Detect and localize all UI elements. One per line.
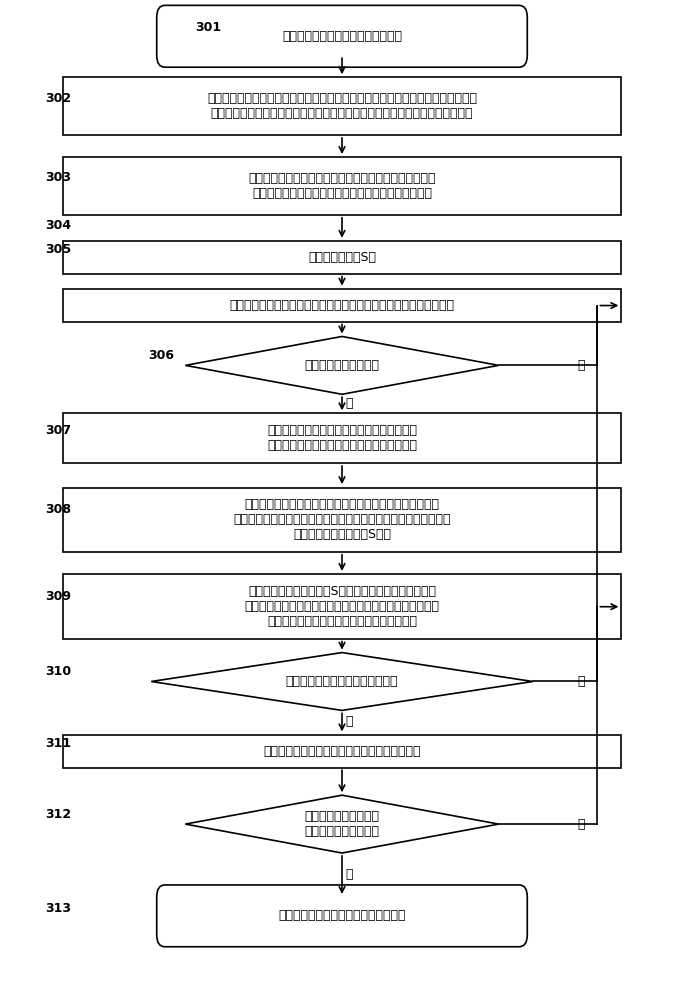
Text: 否: 否: [577, 818, 585, 831]
Text: 301: 301: [196, 21, 222, 34]
Text: 306: 306: [148, 349, 174, 362]
FancyBboxPatch shape: [63, 289, 621, 322]
Text: 初始化二维数组S。: 初始化二维数组S。: [308, 251, 376, 264]
Text: 309: 309: [46, 590, 72, 603]
Text: 输入框或应用程序是否
关闭或转为失活状态。: 输入框或应用程序是否 关闭或转为失活状态。: [304, 810, 380, 838]
Text: 通过增强现实技术将虚拟键盘叠加到真实场景中，对是否
让操作者通过视觉感知到该虚拟键盘的存在不做要求。: 通过增强现实技术将虚拟键盘叠加到真实场景中，对是否 让操作者通过视觉感知到该虚拟…: [248, 172, 436, 200]
Text: 是: 是: [345, 868, 353, 881]
FancyBboxPatch shape: [63, 77, 621, 135]
Text: 根据排序规则和二维数组S来分析出文字组合、命令，并
列出选项供操作者选择确认，对是否结合输入法来分析不做
要求。更新提供给操作者选择输入的候选项。: 根据排序规则和二维数组S来分析出文字组合、命令，并 列出选项供操作者选择确认，对…: [244, 585, 440, 628]
Text: 是: 是: [345, 715, 353, 728]
Text: 根据手指的空间坐标变化识别出操作者意图击
键的那个手指，并获得那根手指的击键位置。: 根据手指的空间坐标变化识别出操作者意图击 键的那个手指，并获得那根手指的击键位置…: [267, 424, 417, 452]
FancyBboxPatch shape: [157, 5, 527, 67]
FancyBboxPatch shape: [63, 574, 621, 639]
Text: 311: 311: [46, 737, 72, 750]
FancyBboxPatch shape: [63, 735, 621, 768]
Text: 侦测模块侦测捕获操作者手势动作，并由分析模块进行识别和分析。: 侦测模块侦测捕获操作者手势动作，并由分析模块进行识别和分析。: [230, 299, 454, 312]
FancyBboxPatch shape: [157, 885, 527, 947]
Text: 是否有模拟击键动作？: 是否有模拟击键动作？: [304, 359, 380, 372]
FancyBboxPatch shape: [63, 488, 621, 552]
Text: 310: 310: [46, 665, 72, 678]
Text: 将确认的输入结果传输给操作系统或应用程序。: 将确认的输入结果传输给操作系统或应用程序。: [263, 745, 421, 758]
Text: 303: 303: [46, 171, 72, 184]
Text: 308: 308: [46, 503, 72, 516]
Text: 分析模块根据侦测模块捕获的定位键盘动作的数据来确定虚拟键盘在真实场景中的
摆放位置和摆放角度，或根据预先设置来确定虚拟键盘的摆放位置和摆放角度。: 分析模块根据侦测模块捕获的定位键盘动作的数据来确定虚拟键盘在真实场景中的 摆放位…: [207, 92, 477, 120]
Text: 312: 312: [46, 808, 72, 821]
Text: 否: 否: [577, 675, 585, 688]
Text: 302: 302: [46, 92, 72, 105]
Polygon shape: [185, 336, 499, 394]
Text: 激活输入框或打开程序，等待输入。: 激活输入框或打开程序，等待输入。: [282, 30, 402, 43]
FancyBboxPatch shape: [63, 413, 621, 463]
Text: 313: 313: [46, 902, 72, 915]
FancyBboxPatch shape: [63, 157, 621, 215]
Text: 307: 307: [46, 424, 72, 437]
Polygon shape: [151, 653, 533, 710]
Text: 否: 否: [577, 359, 585, 372]
Text: 305: 305: [46, 243, 72, 256]
Text: 输入结束，停止侦测，关闭相应模块。: 输入结束，停止侦测，关闭相应模块。: [278, 909, 406, 922]
Text: 304: 304: [46, 219, 72, 232]
Text: 计算出在三维空间中模拟击键位置与虚拟键盘上的一个或多
个符合某种规则的键中心位置之间的距离，并将该距离的值作为数
组元素添加至二维数组S中。: 计算出在三维空间中模拟击键位置与虚拟键盘上的一个或多 个符合某种规则的键中心位置…: [233, 498, 451, 541]
Polygon shape: [185, 795, 499, 853]
FancyBboxPatch shape: [63, 241, 621, 274]
Text: 操作者是否选择确认输入的选项？: 操作者是否选择确认输入的选项？: [286, 675, 398, 688]
Text: 是: 是: [345, 397, 353, 410]
